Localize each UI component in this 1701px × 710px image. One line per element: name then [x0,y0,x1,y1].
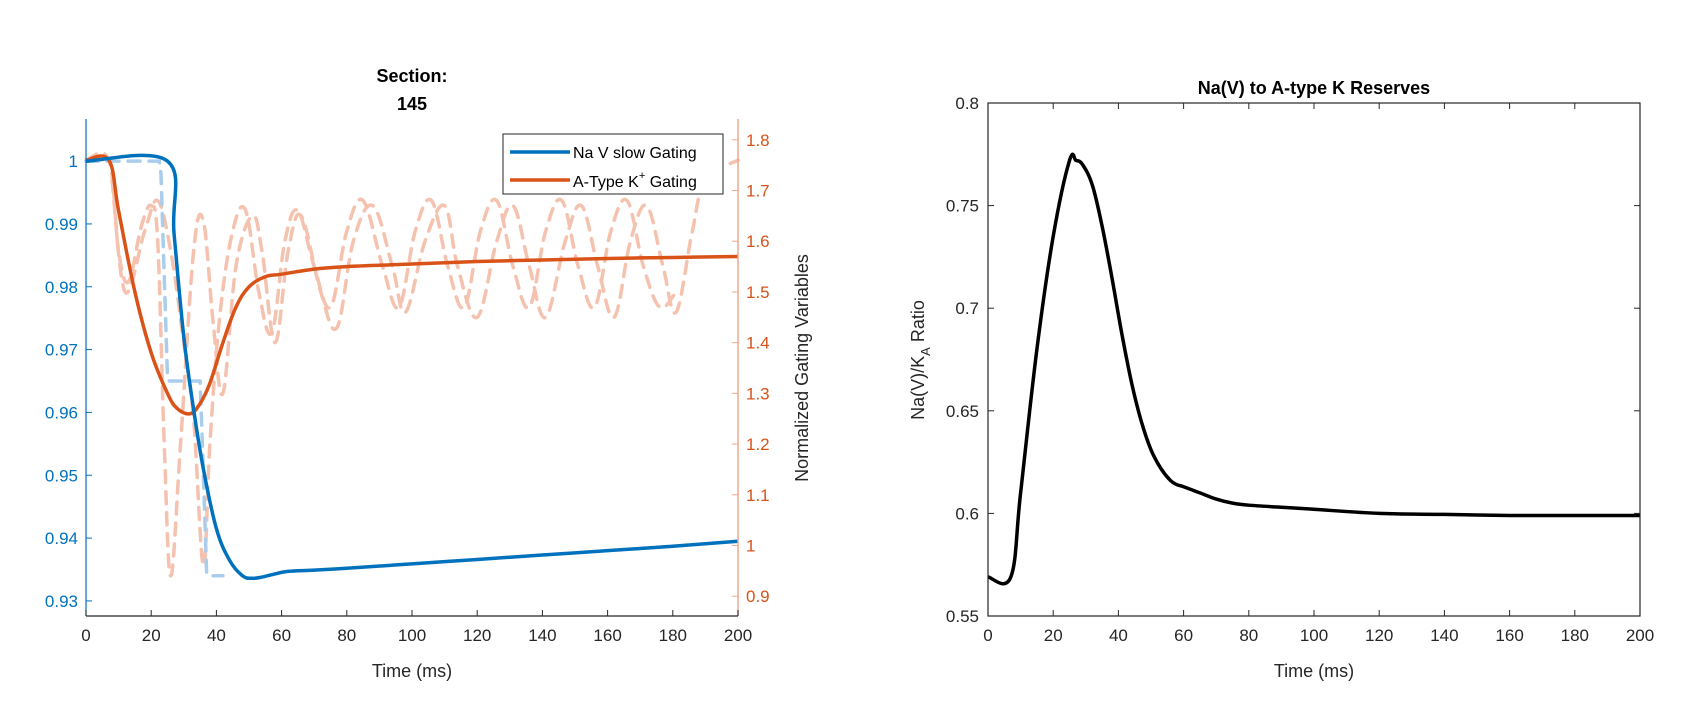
right-y-tick-label: 1.3 [746,384,770,403]
x-tick-label: 180 [659,626,687,645]
right-y-tick-label: 1.5 [746,283,770,302]
left-y-tick-label: 0.98 [45,278,78,297]
chart2-axes: 0 20 40 60 80 100 120 140 160 180 200 0.55 0.6 0.65 0.… [946,94,1654,645]
x-tick-label: 200 [1626,626,1654,645]
right-y-tick-label: 1 [746,537,755,556]
x-tick-label: 40 [207,626,226,645]
ratio-series-line [987,152,1640,586]
x-tick-label: 120 [1365,626,1393,645]
left-y-tick-label: 1 [69,152,78,171]
x-tick-label: 200 [724,626,752,645]
y-tick-label: 0.8 [955,94,979,113]
series-line-0 [85,153,739,581]
chart1-right-y-axis-label: Normalized Gating Variables [792,254,812,482]
chart1-title-line1: Section: [376,66,447,86]
ratio-chart: Na(V) to A-type K Reserves 0 20 40 60 80 100 1… [908,78,1654,681]
right-y-tick-label: 1.8 [746,131,770,150]
y-tick-label: 0.7 [955,299,979,318]
chart1-x-axis-label: Time (ms) [372,661,452,681]
left-y-tick-label: 0.95 [45,466,78,485]
left-y-tick-label: 0.94 [45,529,78,548]
chart2-x-axis-label: Time (ms) [1274,661,1354,681]
y-tick-label: 0.65 [946,402,979,421]
right-y-tick-label: 1.4 [746,334,770,353]
x-tick-label: 40 [1109,626,1128,645]
chart2-title: Na(V) to A-type K Reserves [1198,78,1430,98]
chart2-y-axis-label-main: Na(V)/K [908,356,928,420]
chart2-y-axis-label: Na(V)/KA Ratio [908,300,933,420]
x-tick-label: 160 [1495,626,1523,645]
right-y-tick-label: 1.1 [746,486,770,505]
x-tick-label: 140 [1430,626,1458,645]
y-tick-label: 0.75 [946,197,979,216]
left-y-tick-label: 0.93 [45,592,78,611]
right-y-tick-label: 1.2 [746,435,770,454]
gating-chart: Section: 145 0 20 40 60 80 100 120 140 160 180 200… [45,66,812,681]
x-tick-label: 60 [272,626,291,645]
left-y-tick-label: 0.99 [45,215,78,234]
legend-label-na: Na V slow Gating [573,145,697,162]
x-tick-label: 0 [983,626,992,645]
x-tick-label: 20 [142,626,161,645]
x-tick-label: 80 [337,626,356,645]
series-line-3 [84,151,740,578]
series-line-1 [84,159,225,578]
x-tick-label: 60 [1174,626,1193,645]
x-tick-label: 140 [528,626,556,645]
left-y-tick-label: 0.96 [45,403,78,422]
x-tick-label: 180 [1561,626,1589,645]
right-y-tick-label: 1.7 [746,182,770,201]
legend-label-ka-sup: + [639,170,645,182]
x-tick-label: 20 [1044,626,1063,645]
legend-box [502,133,724,195]
x-tick-label: 120 [463,626,491,645]
chart1-title-line2: 145 [397,94,427,114]
chart2-axes-box [987,102,1641,617]
legend-label-ka-main: A-Type K [573,174,639,191]
legend-label-ka-tail: Gating [645,174,697,191]
chart2-plot-area [987,152,1640,586]
left-y-tick-label: 0.97 [45,341,78,360]
series-line-4 [110,178,678,568]
legend-label-ka: A-Type K+ Gating [573,170,697,191]
y-tick-label: 0.55 [946,607,979,626]
chart2-y-axis-label-sub: A [918,347,933,356]
x-tick-label: 80 [1239,626,1258,645]
chart1-axes: 0 20 40 60 80 100 120 140 160 180 200 0.93 0.94 0.95 0… [45,119,770,645]
right-y-tick-label: 0.9 [746,587,770,606]
chart1-legend: Na V slow Gating A-Type K+ Gating [502,133,724,195]
x-tick-label: 0 [81,626,90,645]
x-tick-label: 100 [1300,626,1328,645]
right-y-tick-label: 1.6 [746,232,770,251]
y-tick-label: 0.6 [955,504,979,523]
x-tick-label: 100 [398,626,426,645]
chart2-y-axis-label-tail: Ratio [908,300,928,347]
x-tick-label: 160 [593,626,621,645]
chart1-plot-area [84,151,740,581]
series-line-2 [85,154,739,416]
